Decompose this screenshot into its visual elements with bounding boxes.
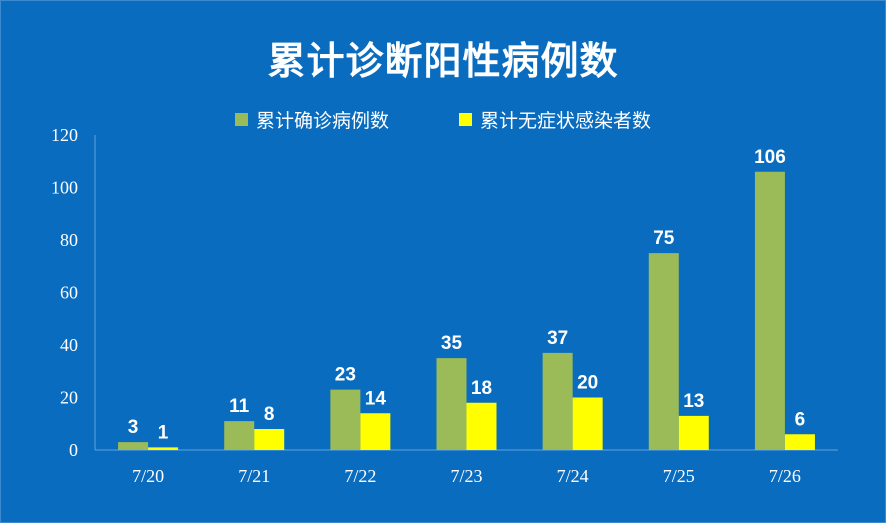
data-label: 1 — [158, 422, 169, 443]
legend-label-confirmed: 累计确诊病例数 — [255, 110, 389, 132]
data-label: 3 — [128, 417, 139, 438]
x-tick-label: 7/20 — [132, 466, 164, 486]
x-tick-label: 7/21 — [238, 466, 270, 486]
y-tick-label: 80 — [60, 230, 78, 250]
bar — [148, 447, 179, 450]
data-label: 13 — [683, 391, 704, 412]
bar — [436, 358, 467, 450]
bar — [360, 413, 391, 450]
legend-item-asymptomatic: 累计无症状感染者数 — [459, 106, 651, 133]
legend: 累计确诊病例数 累计无症状感染者数 — [0, 106, 886, 133]
x-tick-label: 7/25 — [663, 466, 695, 486]
legend-swatch-asymptomatic — [459, 113, 472, 126]
y-tick-label: 100 — [51, 178, 78, 198]
data-label: 8 — [264, 404, 275, 425]
data-label: 37 — [547, 328, 568, 349]
bar — [784, 434, 815, 450]
x-tick-label: 7/23 — [450, 466, 482, 486]
data-label: 106 — [754, 147, 786, 168]
bar — [542, 352, 573, 450]
data-label: 11 — [229, 396, 250, 417]
bar — [572, 397, 603, 450]
data-label: 18 — [471, 378, 492, 399]
data-label: 35 — [441, 333, 463, 354]
data-label: 75 — [653, 228, 675, 249]
y-tick-label: 0 — [69, 440, 78, 460]
legend-item-confirmed: 累计确诊病例数 — [234, 106, 389, 133]
y-tick-label: 60 — [60, 283, 78, 303]
x-tick-label: 7/24 — [557, 466, 589, 486]
legend-label-asymptomatic: 累计无症状感染者数 — [480, 110, 652, 132]
bar — [466, 402, 497, 450]
data-label: 6 — [795, 409, 806, 430]
data-label: 20 — [577, 373, 598, 394]
bar — [648, 253, 679, 450]
bar — [678, 415, 709, 450]
legend-swatch-confirmed — [234, 113, 248, 126]
bar — [118, 442, 149, 450]
bar — [254, 429, 285, 450]
x-tick-label: 7/26 — [769, 466, 801, 486]
chart-title: 累计诊断阳性病例数 — [267, 39, 619, 83]
y-tick-label: 120 — [51, 125, 78, 145]
y-tick-label: 20 — [60, 388, 78, 408]
bar — [754, 171, 785, 450]
bar — [224, 421, 255, 450]
y-tick-label: 40 — [60, 335, 78, 355]
x-tick-label: 7/22 — [344, 466, 376, 486]
data-label: 14 — [365, 388, 387, 409]
data-label: 23 — [335, 365, 356, 386]
bar — [330, 389, 361, 450]
